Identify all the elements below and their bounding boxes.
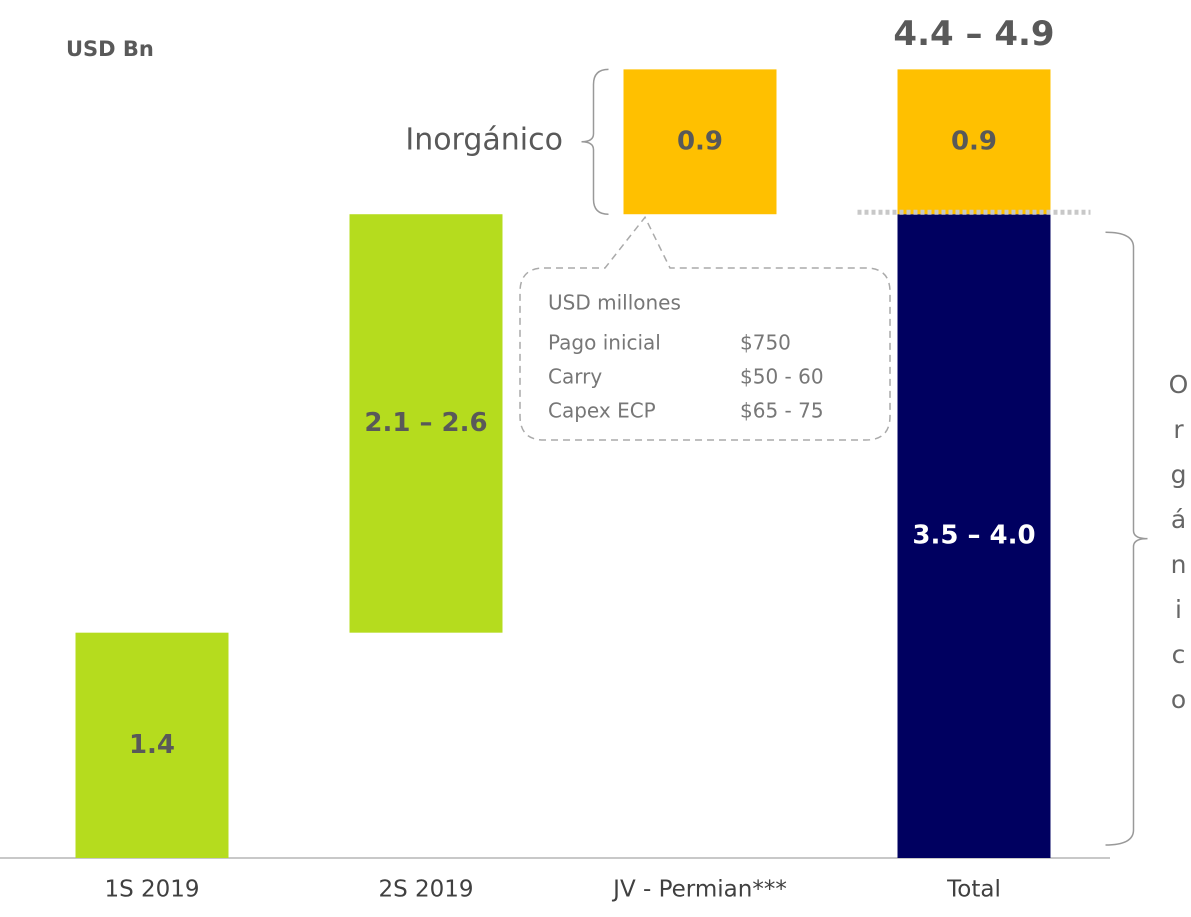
bar [75,632,229,858]
brace [1105,231,1148,846]
total-label: 4.4 – 4.9 [893,14,1054,54]
callout-value: $750 [740,331,791,355]
bar-value-label: 0.9 [951,126,997,156]
bar [897,69,1051,215]
callout-value: $50 - 60 [740,365,824,389]
callout-box [519,215,891,441]
x-tick-label: 1S 2019 [104,877,199,903]
bar-value-label: 0.9 [677,126,723,156]
callout-value: $65 - 75 [740,399,824,423]
bar-value-label: 2.1 – 2.6 [364,408,487,438]
bar-value-label: 1.4 [129,730,175,760]
callout-item: Carry [548,365,602,389]
bar [623,69,777,215]
bar-value-label: 3.5 – 4.0 [912,521,1035,551]
callout-item: Capex ECP [548,399,656,423]
inorganic-label: Inorgánico [405,123,563,158]
unit-label: USD Bn [66,37,154,61]
x-tick-label: 2S 2019 [378,877,473,903]
callout-title: USD millones [548,291,681,315]
organic-label: Orgánico [1164,370,1191,730]
bar [349,214,503,633]
brace [581,68,609,215]
x-tick-label: JV - Permian*** [611,877,787,903]
callout-item: Pago inicial [548,331,661,355]
bar [897,214,1051,858]
x-tick-label: Total [946,877,1001,903]
